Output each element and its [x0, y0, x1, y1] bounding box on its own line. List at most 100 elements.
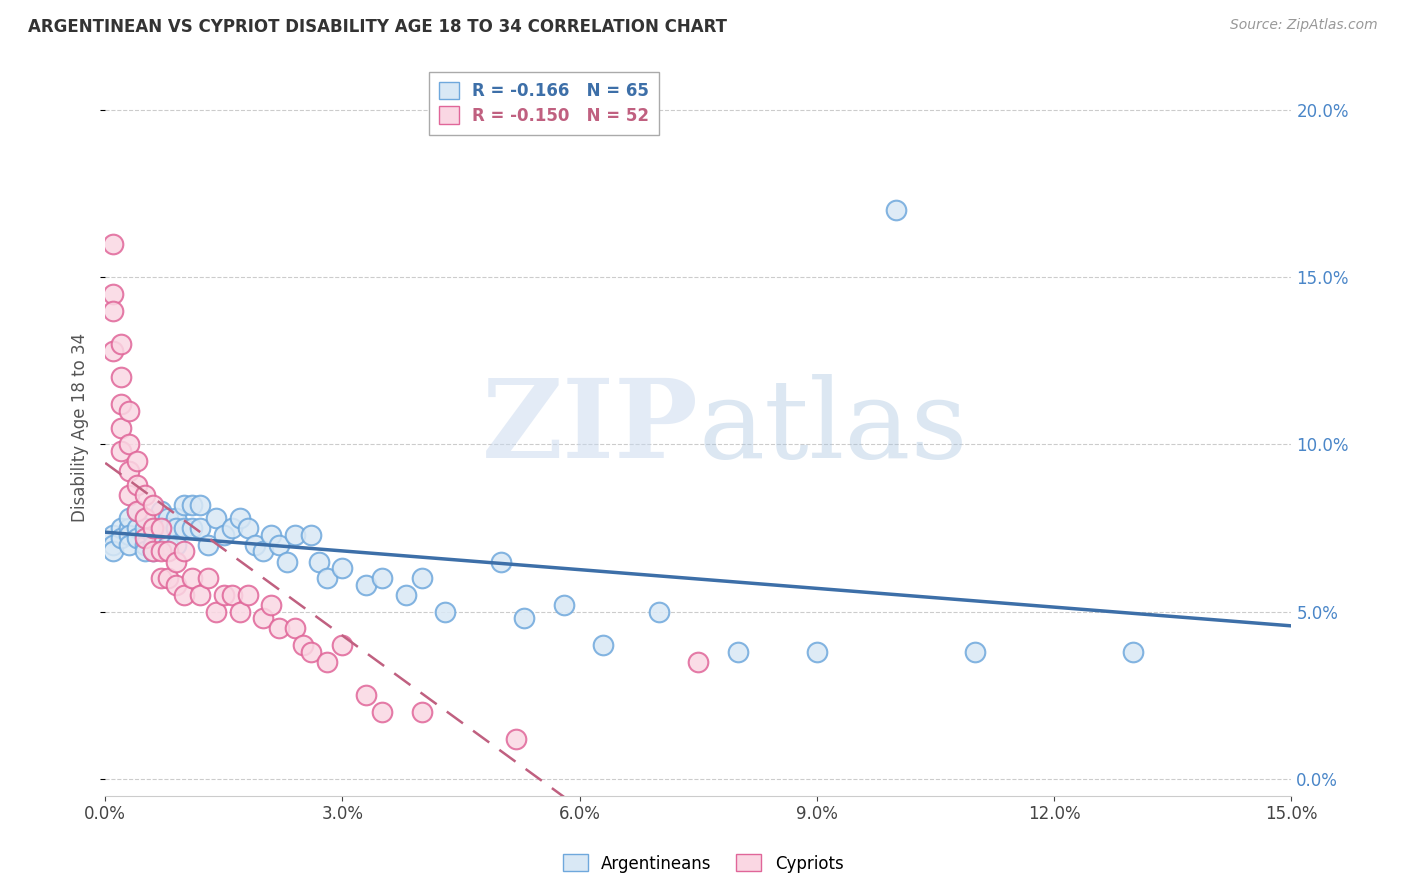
Point [118, 538, 141, 552]
Point [165, 511, 187, 525]
Point [212, 588, 235, 602]
Legend: R = -0.166   N = 65, R = -0.150   N = 52: R = -0.166 N = 65, R = -0.150 N = 52 [429, 71, 659, 135]
Point [236, 521, 259, 535]
Point [125, 504, 148, 518]
Point [149, 504, 172, 518]
Point [284, 622, 307, 636]
Point [411, 571, 433, 585]
Point [188, 588, 211, 602]
Point [354, 578, 377, 592]
Point [332, 638, 354, 652]
Point [395, 588, 418, 602]
Point [142, 544, 165, 558]
Point [411, 705, 433, 719]
Point [276, 555, 298, 569]
Point [181, 498, 204, 512]
Point [1122, 645, 1144, 659]
Point [101, 544, 124, 558]
Point [142, 521, 165, 535]
Point [188, 521, 211, 535]
Point [110, 337, 132, 351]
Point [118, 528, 141, 542]
Point [245, 538, 267, 552]
Point [149, 571, 172, 585]
Point [505, 731, 527, 746]
Point [371, 705, 394, 719]
Point [165, 555, 187, 569]
Point [269, 622, 291, 636]
Point [142, 544, 165, 558]
Point [205, 605, 228, 619]
Point [134, 528, 156, 542]
Point [221, 588, 243, 602]
Point [284, 528, 307, 542]
Point [157, 511, 180, 525]
Point [173, 521, 195, 535]
Point [806, 645, 828, 659]
Point [315, 655, 337, 669]
Point [134, 538, 156, 552]
Point [236, 588, 259, 602]
Point [315, 571, 337, 585]
Point [299, 528, 322, 542]
Point [965, 645, 987, 659]
Point [371, 571, 394, 585]
Point [110, 444, 132, 458]
Point [173, 544, 195, 558]
Point [101, 538, 124, 552]
Point [134, 531, 156, 545]
Point [125, 531, 148, 545]
Point [110, 397, 132, 411]
Point [165, 538, 187, 552]
Point [252, 611, 274, 625]
Point [727, 645, 749, 659]
Point [110, 420, 132, 434]
Point [101, 343, 124, 358]
Point [188, 498, 211, 512]
Text: ARGENTINEAN VS CYPRIOT DISABILITY AGE 18 TO 34 CORRELATION CHART: ARGENTINEAN VS CYPRIOT DISABILITY AGE 18… [28, 18, 727, 36]
Point [118, 404, 141, 418]
Point [101, 286, 124, 301]
Point [181, 521, 204, 535]
Point [134, 521, 156, 535]
Point [197, 538, 219, 552]
Point [110, 531, 132, 545]
Point [157, 521, 180, 535]
Point [592, 638, 614, 652]
Point [101, 528, 124, 542]
Point [299, 645, 322, 659]
Point [221, 521, 243, 535]
Point [125, 504, 148, 518]
Point [884, 203, 907, 218]
Point [228, 605, 250, 619]
Point [228, 511, 250, 525]
Point [269, 538, 291, 552]
Point [134, 511, 156, 525]
Point [149, 521, 172, 535]
Point [157, 544, 180, 558]
Point [118, 511, 141, 525]
Point [142, 538, 165, 552]
Text: Source: ZipAtlas.com: Source: ZipAtlas.com [1230, 18, 1378, 32]
Point [118, 464, 141, 478]
Point [332, 561, 354, 575]
Point [142, 528, 165, 542]
Y-axis label: Disability Age 18 to 34: Disability Age 18 to 34 [72, 333, 89, 522]
Point [110, 521, 132, 535]
Text: ZIP: ZIP [482, 374, 699, 481]
Point [149, 521, 172, 535]
Point [434, 605, 457, 619]
Point [134, 487, 156, 501]
Point [118, 521, 141, 535]
Point [173, 588, 195, 602]
Point [149, 544, 172, 558]
Point [308, 555, 330, 569]
Point [157, 571, 180, 585]
Point [125, 454, 148, 468]
Legend: Argentineans, Cypriots: Argentineans, Cypriots [555, 847, 851, 880]
Point [260, 528, 283, 542]
Point [165, 521, 187, 535]
Point [173, 498, 195, 512]
Point [125, 477, 148, 491]
Point [134, 544, 156, 558]
